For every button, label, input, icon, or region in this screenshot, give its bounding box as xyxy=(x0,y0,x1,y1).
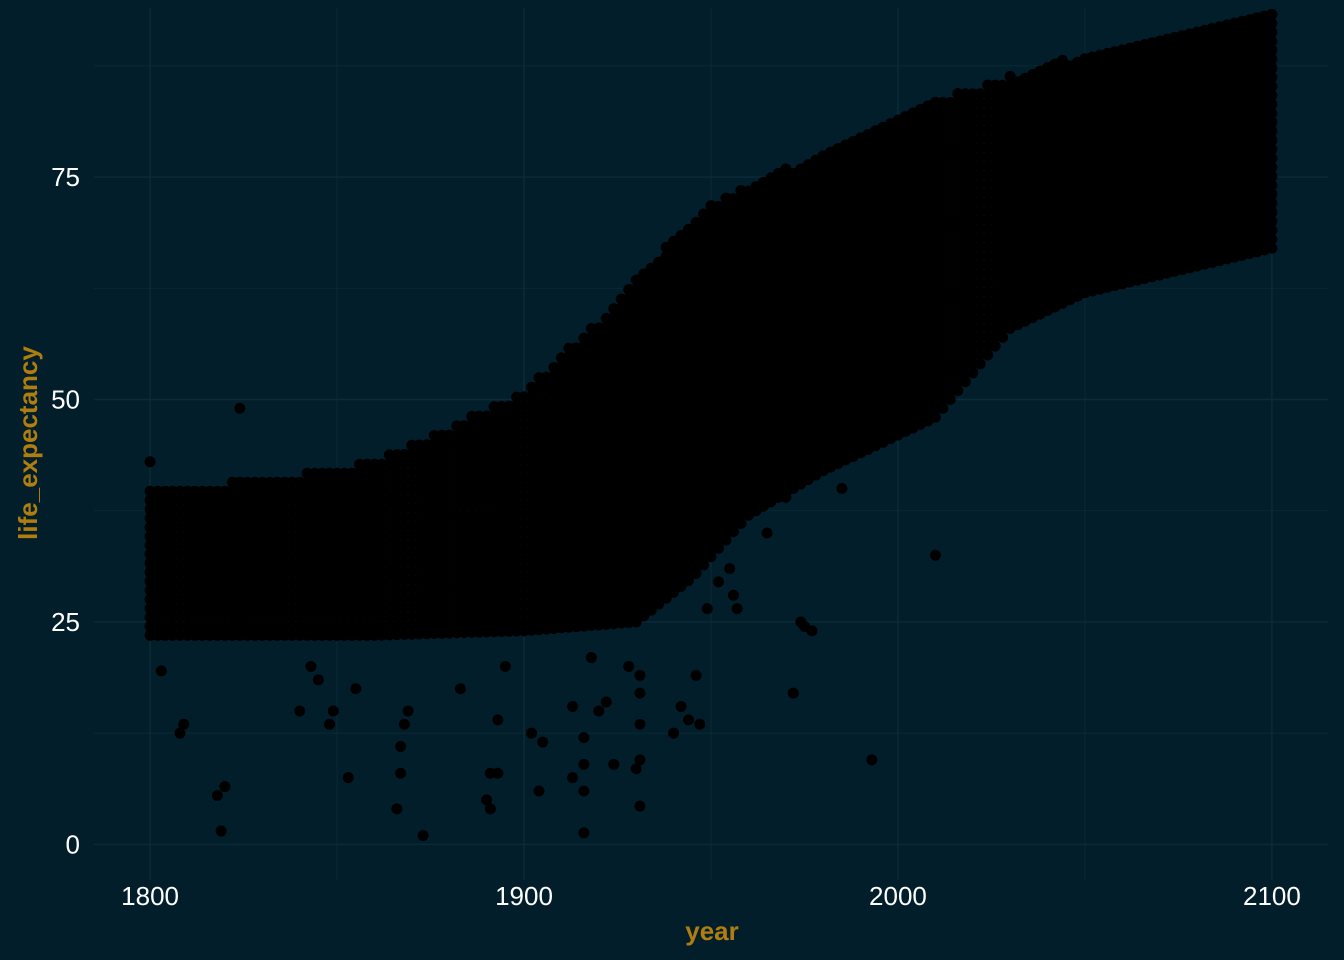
data-point xyxy=(567,700,579,712)
data-point xyxy=(593,705,605,717)
data-points xyxy=(144,8,1278,842)
data-point xyxy=(683,714,695,726)
data-point xyxy=(866,754,878,766)
data-point xyxy=(623,660,635,672)
data-point xyxy=(578,785,590,797)
data-point xyxy=(634,687,646,699)
data-point xyxy=(327,705,339,717)
x-tick-label: 2100 xyxy=(1243,881,1301,911)
y-tick-label: 50 xyxy=(51,385,80,415)
data-point xyxy=(634,754,646,766)
data-point xyxy=(929,549,941,561)
data-point xyxy=(219,781,231,793)
data-point xyxy=(690,669,702,681)
data-point xyxy=(526,727,538,739)
data-point xyxy=(578,758,590,770)
y-axis-title: life_expectancy xyxy=(13,346,43,540)
data-point xyxy=(634,800,646,812)
data-point xyxy=(211,789,223,801)
data-point xyxy=(324,718,336,730)
data-point xyxy=(454,683,466,695)
data-point xyxy=(634,669,646,681)
data-point xyxy=(492,714,504,726)
data-point xyxy=(787,687,799,699)
data-point xyxy=(600,696,612,708)
data-point xyxy=(585,652,597,664)
x-axis-title: year xyxy=(685,916,739,946)
data-point xyxy=(724,563,736,575)
data-point xyxy=(350,683,362,695)
x-tick-label: 1800 xyxy=(121,881,179,911)
data-point xyxy=(731,603,743,615)
data-point xyxy=(634,718,646,730)
y-tick-label: 25 xyxy=(51,607,80,637)
data-point xyxy=(417,830,429,842)
data-point xyxy=(761,527,773,539)
data-point xyxy=(567,772,579,784)
data-point xyxy=(537,736,549,748)
data-point xyxy=(492,767,504,779)
data-point xyxy=(234,402,246,414)
data-point xyxy=(712,576,724,588)
y-tick-label: 0 xyxy=(66,829,80,859)
data-point xyxy=(484,803,496,815)
data-point xyxy=(391,803,403,815)
data-point xyxy=(144,456,156,468)
data-point xyxy=(402,705,414,717)
data-point xyxy=(694,718,706,730)
data-point xyxy=(312,674,324,686)
data-point xyxy=(836,482,848,494)
data-point xyxy=(499,660,511,672)
data-point xyxy=(701,603,713,615)
data-point xyxy=(578,732,590,744)
data-point xyxy=(395,741,407,753)
x-tick-label: 2000 xyxy=(869,881,927,911)
data-point xyxy=(806,625,818,637)
data-point xyxy=(305,660,317,672)
x-tick-label: 1900 xyxy=(495,881,553,911)
y-tick-label: 75 xyxy=(51,162,80,192)
data-point xyxy=(780,491,792,503)
data-point xyxy=(395,767,407,779)
data-point xyxy=(1266,8,1278,20)
data-point xyxy=(727,589,739,601)
data-point xyxy=(342,772,354,784)
data-point xyxy=(608,758,620,770)
data-point xyxy=(398,718,410,730)
data-point xyxy=(675,700,687,712)
data-point xyxy=(155,665,167,677)
data-point xyxy=(533,785,545,797)
data-point xyxy=(578,827,590,839)
data-point xyxy=(215,825,227,837)
data-point xyxy=(668,727,680,739)
data-point xyxy=(178,718,190,730)
data-point xyxy=(294,705,306,717)
